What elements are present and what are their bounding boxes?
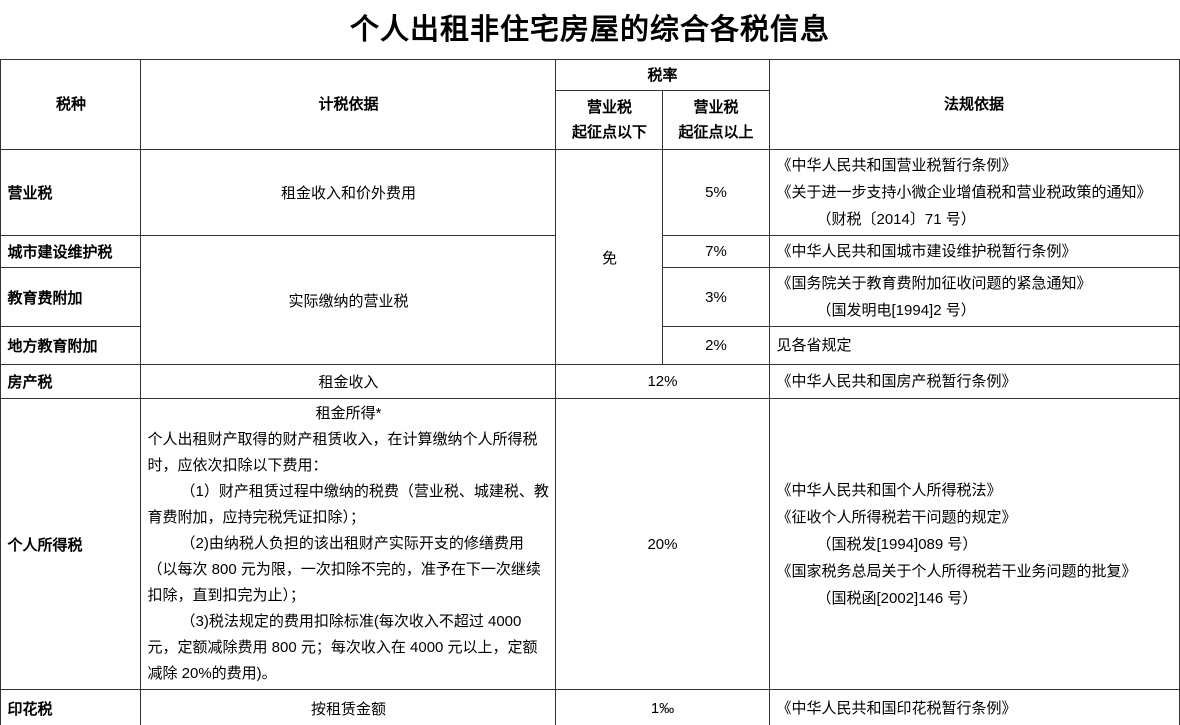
tax-basis: 租金收入和价外费用 bbox=[140, 149, 557, 236]
legal-line: 《国家税务总局关于个人所得税若干业务问题的批复》 bbox=[776, 562, 1137, 580]
col-header-tax-basis: 计税依据 bbox=[140, 59, 557, 150]
legal-line: 《中华人民共和国城市建设维护税暂行条例》 bbox=[776, 243, 1077, 260]
basis-item: （2)由纳税人负担的该出租财产实际开支的修缮费用（以每次 800 元为限，一次扣… bbox=[147, 535, 541, 604]
basis-item: （3)税法规定的费用扣除标准(每次收入不超过 4000 元，定额减除费用 800… bbox=[147, 613, 538, 682]
tax-name: 地方教育附加 bbox=[0, 326, 142, 365]
legal-line: （国税函[2002]146 号） bbox=[816, 589, 978, 607]
rate-above: 2% bbox=[662, 326, 770, 365]
col-header-rate-below-threshold: 营业税 起征点以下 bbox=[555, 90, 664, 150]
legal-line: 《中华人民共和国个人所得税法》 bbox=[776, 481, 1002, 499]
header-row-top: 税种 计税依据 税率 法规依据 bbox=[0, 59, 1180, 150]
basis-paragraph: 个人出租财产取得的财产租赁收入，在计算缴纳个人所得税时，应依次扣除以下费用： bbox=[147, 431, 538, 474]
rate-above-line2: 起征点以上 bbox=[678, 124, 754, 141]
tax-info-table: 税种 计税依据 税率 法规依据 营业税 起征点以下 营业税 起征点以上 营业税 … bbox=[0, 59, 1180, 725]
tax-name: 印花税 bbox=[0, 689, 142, 725]
tax-name: 房产税 bbox=[0, 364, 142, 399]
page-title: 个人出租非住宅房屋的综合各税信息 bbox=[349, 14, 830, 46]
table-row-business-tax: 营业税 租金收入和价外费用 免 5% 《中华人民共和国营业税暂行条例》 《关于进… bbox=[0, 149, 1180, 365]
table-row-urban-construction-tax: 城市建设维护税 实际缴纳的营业税 7% 《中华人民共和国城市建设维护税暂行条例》 bbox=[0, 235, 1180, 365]
legal-basis: 《中华人民共和国个人所得税法》 《征收个人所得税若干问题的规定》 （国税发[19… bbox=[768, 398, 1180, 690]
table-row-stamp-tax: 印花税 按租赁金额 1‰ 《中华人民共和国印花税暂行条例》 bbox=[0, 689, 1180, 725]
legal-line: 《关于进一步支持小微企业增值税和营业税政策的通知》 bbox=[776, 184, 1152, 201]
table-row-local-education-surcharge: 地方教育附加 2% 见各省规定 bbox=[0, 326, 1180, 365]
tax-name: 个人所得税 bbox=[0, 398, 142, 690]
rate-below-line2: 起征点以下 bbox=[571, 124, 647, 141]
table-row-personal-income-tax: 个人所得税 租金所得* 个人出租财产取得的财产租赁收入，在计算缴纳个人所得税时，… bbox=[0, 398, 1180, 690]
legal-line: （国税发[1994]089 号） bbox=[816, 535, 978, 553]
tax-name: 教育费附加 bbox=[0, 267, 142, 327]
table-row-property-tax: 房产税 租金收入 12% 《中华人民共和国房产税暂行条例》 bbox=[0, 364, 1180, 399]
legal-line: （国发明电[1994]2 号） bbox=[816, 302, 976, 319]
basis-title: 租金所得* bbox=[315, 405, 382, 422]
tax-basis: 租金收入 bbox=[140, 364, 557, 399]
legal-basis: 见各省规定 bbox=[768, 326, 1180, 365]
col-header-legal-basis: 法规依据 bbox=[768, 59, 1180, 150]
tax-name: 城市建设维护税 bbox=[0, 235, 142, 268]
legal-line: 《国务院关于教育费附加征收问题的紧急通知》 bbox=[776, 275, 1092, 292]
legal-basis: 《中华人民共和国房产税暂行条例》 bbox=[768, 364, 1180, 399]
basis-item: （1）财产租赁过程中缴纳的税费（营业税、城建税、教育费附加，应持完税凭证扣除）； bbox=[147, 483, 549, 526]
rate-above: 3% bbox=[662, 267, 770, 327]
legal-line: 《中华人民共和国房产税暂行条例》 bbox=[776, 373, 1017, 390]
legal-line: 《征收个人所得税若干问题的规定》 bbox=[776, 508, 1017, 526]
col-header-tax-type: 税种 bbox=[0, 59, 142, 150]
tax-basis: 租金所得* 个人出租财产取得的财产租赁收入，在计算缴纳个人所得税时，应依次扣除以… bbox=[140, 398, 557, 690]
rate-above: 7% bbox=[662, 235, 770, 268]
rate-above: 5% bbox=[662, 149, 770, 236]
rate-combined: 1‰ bbox=[555, 689, 770, 725]
rate-below-exempt: 免 bbox=[555, 149, 664, 365]
rate-combined: 12% bbox=[555, 364, 770, 399]
col-header-rate-above-threshold: 营业税 起征点以上 bbox=[662, 90, 770, 150]
legal-line: 《中华人民共和国营业税暂行条例》 bbox=[776, 157, 1017, 174]
legal-line: 见各省规定 bbox=[776, 337, 852, 354]
rate-above-line1: 营业税 bbox=[693, 99, 739, 116]
col-header-tax-rate: 税率 bbox=[555, 59, 770, 91]
legal-basis: 《中华人民共和国印花税暂行条例》 bbox=[768, 689, 1180, 725]
tax-basis: 按租赁金额 bbox=[140, 689, 557, 725]
header-row-sub: 营业税 起征点以下 营业税 起征点以上 bbox=[1, 90, 1179, 150]
tax-name: 营业税 bbox=[0, 149, 142, 236]
rate-below-line1: 营业税 bbox=[586, 99, 632, 116]
legal-basis: 《国务院关于教育费附加征收问题的紧急通知》 （国发明电[1994]2 号） bbox=[768, 267, 1180, 327]
legal-basis: 《中华人民共和国营业税暂行条例》 《关于进一步支持小微企业增值税和营业税政策的通… bbox=[768, 149, 1180, 236]
rate-combined: 20% bbox=[555, 398, 770, 690]
legal-basis: 《中华人民共和国城市建设维护税暂行条例》 bbox=[768, 235, 1180, 268]
table-row-education-surcharge: 教育费附加 3% 《国务院关于教育费附加征收问题的紧急通知》 （国发明电[199… bbox=[0, 267, 1180, 327]
tax-basis: 实际缴纳的营业税 bbox=[140, 235, 557, 365]
legal-line: （财税〔2014〕71 号） bbox=[816, 211, 976, 228]
legal-line: 《中华人民共和国印花税暂行条例》 bbox=[776, 699, 1017, 717]
